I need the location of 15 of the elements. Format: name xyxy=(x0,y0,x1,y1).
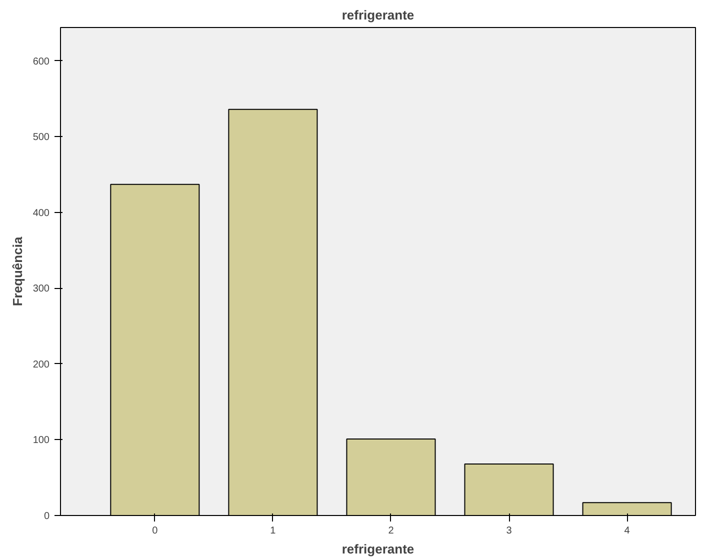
x-axis-title: refrigerante xyxy=(342,542,414,556)
y-tick-label: 500 xyxy=(32,132,50,144)
y-tick-label: 300 xyxy=(32,284,50,295)
y-tick-label: 400 xyxy=(32,208,50,219)
y-axis-title: Frequência xyxy=(10,236,25,306)
x-tick-label: 2 xyxy=(388,526,394,536)
chart-title: refrigerante xyxy=(342,8,414,22)
y-tick-label: 100 xyxy=(32,435,50,446)
x-tick-label: 1 xyxy=(270,526,276,536)
x-tick-label: 0 xyxy=(152,526,158,536)
y-tick-label: 0 xyxy=(44,511,50,522)
x-tick-label: 4 xyxy=(624,526,630,536)
y-tick-label: 200 xyxy=(32,359,50,370)
x-tick-label: 3 xyxy=(506,526,512,536)
y-tick-label: 600 xyxy=(32,56,50,68)
